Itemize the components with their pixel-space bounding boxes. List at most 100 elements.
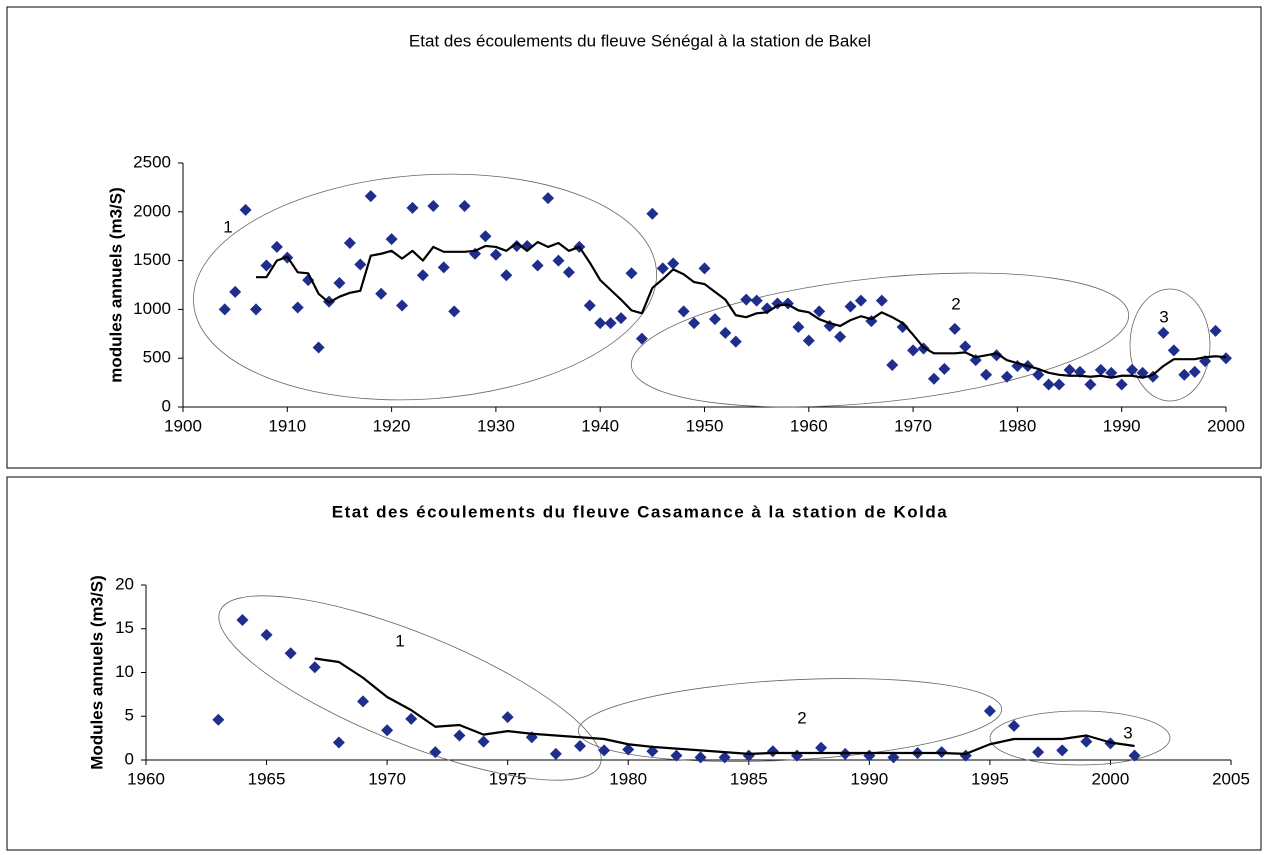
annotation-label: 3: [1159, 307, 1168, 326]
data-point: [333, 277, 346, 290]
data-point: [815, 741, 828, 754]
data-point: [405, 712, 418, 725]
annotation-label: 1: [395, 631, 404, 650]
data-point: [719, 326, 732, 339]
data-point: [1115, 378, 1128, 391]
data-point: [1008, 719, 1020, 732]
y-axis-label: modules annuels (m3/S): [106, 187, 125, 383]
data-point: [236, 614, 249, 626]
data-point: [1146, 370, 1159, 383]
chart-panel: Etat des écoulements du fleuve Sénégal à…: [6, 6, 1262, 469]
annotation-ellipse: [218, 595, 602, 781]
data-point: [635, 332, 648, 345]
y-tick-label: 0: [125, 749, 134, 768]
data-point: [625, 267, 638, 280]
data-point: [489, 248, 502, 261]
data-point: [834, 330, 847, 343]
data-point: [229, 285, 242, 298]
data-point: [260, 628, 273, 641]
annotation-label: 1: [223, 217, 232, 236]
data-point: [1063, 363, 1076, 376]
data-point: [766, 745, 779, 758]
data-point: [1220, 352, 1232, 365]
data-point: [291, 301, 304, 314]
x-tick-label: 1910: [268, 416, 306, 435]
data-point: [501, 711, 514, 724]
data-point: [218, 303, 231, 316]
x-tick-label: 1980: [609, 769, 647, 788]
data-point: [983, 705, 996, 717]
x-tick-label: 1970: [368, 769, 406, 788]
annotation-ellipse: [193, 173, 657, 401]
x-tick-label: 1980: [998, 416, 1036, 435]
annotation-ellipse: [1129, 288, 1211, 402]
data-point: [375, 287, 388, 300]
y-tick-label: 1000: [133, 299, 171, 318]
data-point: [694, 751, 707, 764]
data-point: [312, 341, 325, 354]
trend-line: [256, 240, 1227, 379]
data-point: [677, 305, 690, 318]
data-point: [562, 266, 575, 279]
data-point: [887, 751, 900, 764]
y-tick-label: 15: [115, 618, 134, 637]
data-point: [1128, 749, 1141, 762]
data-point: [990, 349, 1003, 362]
annotation-ellipse: [577, 678, 1003, 762]
x-tick-label: 1930: [477, 416, 515, 435]
chart-panel: Etat des écoulements du fleuve Casamance…: [6, 476, 1262, 851]
data-point: [343, 237, 356, 250]
data-point: [212, 713, 225, 726]
y-tick-label: 1500: [133, 250, 171, 269]
data-point: [1167, 344, 1180, 357]
data-point: [1042, 378, 1055, 391]
data-point: [718, 751, 731, 764]
data-point: [844, 300, 857, 313]
chart-frame: [6, 6, 1262, 469]
data-point: [549, 747, 562, 760]
data-point: [980, 368, 993, 381]
data-point: [510, 239, 523, 252]
data-point: [239, 203, 252, 216]
data-point: [479, 230, 492, 243]
data-point: [1080, 735, 1093, 748]
data-point: [500, 269, 513, 282]
data-point: [698, 262, 711, 275]
y-tick-label: 10: [115, 662, 134, 681]
chart-title: Etat des écoulements du fleuve Casamance…: [332, 502, 948, 521]
data-point: [429, 746, 442, 759]
data-point: [406, 201, 419, 214]
annotation-ellipse: [989, 710, 1171, 766]
data-point: [907, 344, 920, 357]
data-point: [284, 647, 297, 660]
data-point: [1105, 366, 1118, 379]
data-point: [598, 744, 611, 757]
data-point: [1094, 363, 1107, 376]
y-axis-label: Modules annuels (m3/S): [87, 575, 106, 770]
data-point: [385, 233, 398, 246]
chart-title: Etat des écoulements du fleuve Sénégal à…: [409, 31, 871, 50]
x-tick-label: 1975: [489, 769, 527, 788]
data-point: [458, 199, 471, 212]
data-point: [1157, 326, 1170, 339]
data-point: [396, 299, 409, 312]
y-tick-label: 2500: [133, 152, 171, 171]
data-point: [308, 661, 321, 674]
data-point: [437, 261, 450, 274]
data-point: [332, 736, 345, 749]
data-point: [594, 317, 607, 330]
data-point: [1032, 368, 1045, 381]
data-point: [1000, 370, 1013, 383]
y-tick-label: 0: [162, 396, 171, 415]
data-point: [688, 317, 701, 330]
data-point: [1056, 744, 1069, 757]
data-point: [1126, 363, 1139, 376]
data-point: [357, 695, 369, 708]
data-point: [542, 192, 555, 205]
data-point: [896, 320, 909, 333]
data-point: [646, 207, 659, 220]
data-point: [364, 190, 377, 203]
x-tick-label: 1990: [850, 769, 888, 788]
data-point: [416, 269, 429, 282]
